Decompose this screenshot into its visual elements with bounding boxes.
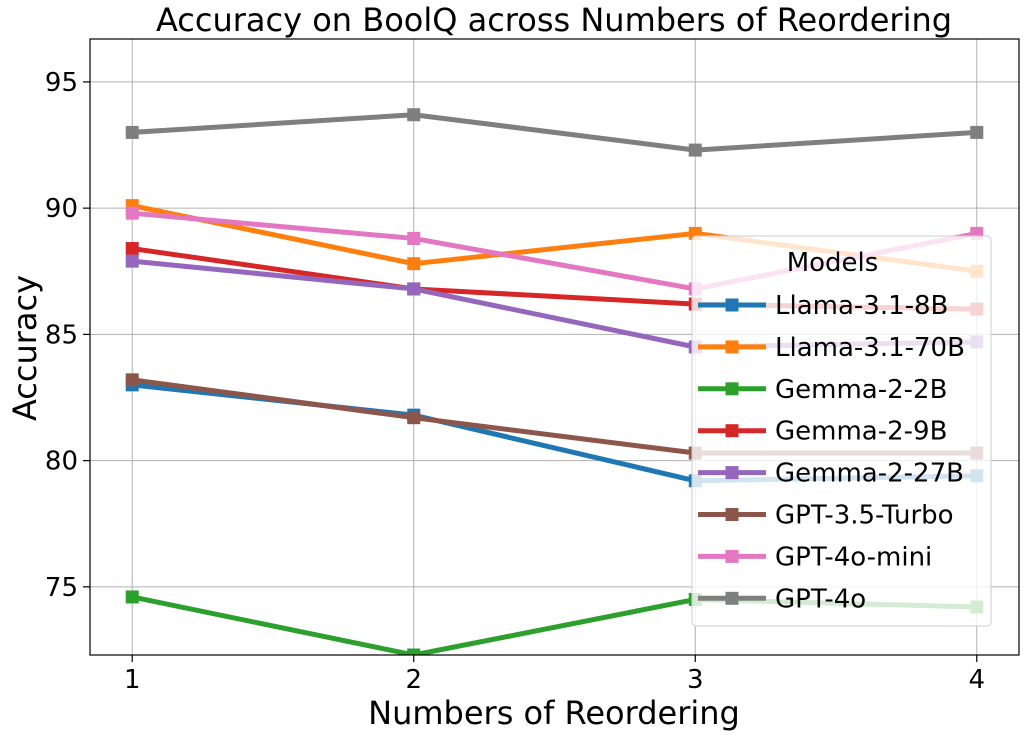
data-point xyxy=(407,411,421,425)
legend-label: Gemma-2-27B xyxy=(775,459,964,489)
legend-item: GPT-4o-mini xyxy=(698,542,932,572)
legend-label: GPT-4o xyxy=(775,584,866,614)
data-point xyxy=(407,231,421,245)
legend-item: Gemma-2-9B xyxy=(698,417,947,447)
plot-frame xyxy=(89,38,1020,656)
data-point xyxy=(407,257,421,271)
legend-swatch-marker xyxy=(725,298,739,312)
grid xyxy=(90,39,1019,655)
y-axis-label: Accuracy xyxy=(6,275,44,421)
data-point xyxy=(407,648,421,655)
chart-title: Accuracy on BoolQ across Numbers of Reor… xyxy=(156,1,952,39)
legend-item: Gemma-2-27B xyxy=(698,459,964,489)
legend-item: Gemma-2-2B xyxy=(698,375,947,405)
data-point xyxy=(970,125,984,139)
x-tick-label: 1 xyxy=(124,665,141,695)
data-point xyxy=(125,242,139,256)
legend-swatch-marker xyxy=(725,508,739,521)
x-tick-label: 2 xyxy=(405,665,422,695)
legend-swatch-marker xyxy=(725,340,739,354)
data-point xyxy=(407,282,421,296)
y-tick-label: 95 xyxy=(45,68,78,98)
axes: 1 2 3 4 75 80 85 90 95 xyxy=(45,38,1020,695)
y-tick-label: 85 xyxy=(45,320,78,350)
legend-swatch-marker xyxy=(725,591,739,605)
legend-label: Gemma-2-9B xyxy=(775,417,947,447)
series-line xyxy=(132,112,977,153)
y-tick-label: 90 xyxy=(45,194,78,224)
data-point xyxy=(125,590,139,604)
legend-item: Llama-3.1-70B xyxy=(698,333,965,363)
series-gpt-4o xyxy=(125,108,984,157)
legend-item: GPT-4o xyxy=(698,584,866,614)
x-axis-label: Numbers of Reordering xyxy=(368,694,740,732)
y-tick-label: 80 xyxy=(45,447,78,477)
legend-label: Llama-3.1-70B xyxy=(775,333,965,363)
data-point xyxy=(407,108,421,122)
legend-box xyxy=(691,235,992,627)
legend-swatch-marker xyxy=(725,382,739,396)
data-point xyxy=(125,254,139,268)
x-tick-label: 4 xyxy=(968,665,985,695)
legend-label: GPT-3.5-Turbo xyxy=(775,501,954,531)
x-tick-label: 3 xyxy=(687,665,704,695)
y-tick-label: 75 xyxy=(45,573,78,603)
data-point xyxy=(125,125,139,139)
legend-swatch-marker xyxy=(725,466,739,480)
legend-title: Models xyxy=(787,248,879,278)
legend-label: Llama-3.1-8B xyxy=(775,291,948,321)
data-point xyxy=(688,143,702,157)
legend: Models Llama-3.1-8B Llama-3.1-70B Gemma-2-2… xyxy=(691,235,992,627)
data-point xyxy=(125,206,139,220)
data-point xyxy=(125,373,139,387)
legend-label: GPT-4o-mini xyxy=(775,542,932,572)
legend-label: Gemma-2-2B xyxy=(775,375,947,405)
legend-swatch-marker xyxy=(725,424,739,438)
legend-item: GPT-3.5-Turbo xyxy=(698,501,954,531)
legend-swatch-marker xyxy=(725,549,739,563)
legend-item: Llama-3.1-8B xyxy=(698,291,948,321)
